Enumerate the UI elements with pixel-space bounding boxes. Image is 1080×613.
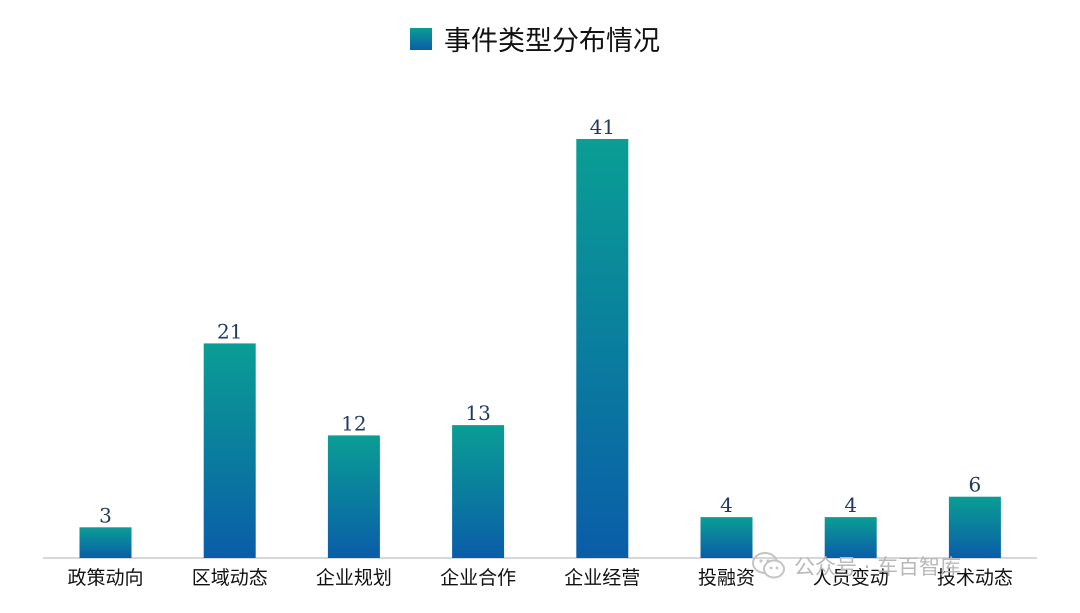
data-labels-group: 3 21 12 13 41 4 4 6 <box>99 115 981 527</box>
data-label-7: 6 <box>969 473 982 497</box>
bars-group <box>79 139 1001 558</box>
legend: 事件类型分布情况 <box>410 26 660 57</box>
watermark-text: 公众号 · 车百智库 <box>794 555 962 579</box>
x-tick-label-4: 企业经营 <box>564 567 640 589</box>
bar-3 <box>452 425 505 558</box>
x-tick-label-2: 企业规划 <box>316 567 392 589</box>
bar-6 <box>824 517 877 558</box>
data-label-0: 3 <box>99 503 112 527</box>
bar-7 <box>948 496 1001 558</box>
x-tick-labels-group: 政策动向 区域动态 企业规划 企业合作 企业经营 投融资 人员变动 技术动态 <box>67 567 1012 589</box>
x-tick-label-6: 人员变动 <box>813 567 889 589</box>
x-tick-label-0: 政策动向 <box>67 567 143 589</box>
x-tick-label-3: 企业合作 <box>440 567 516 589</box>
wechat-icon <box>752 552 785 579</box>
data-label-5: 4 <box>720 493 733 517</box>
x-tick-label-1: 区域动态 <box>192 567 268 589</box>
bar-1 <box>203 343 256 558</box>
bar-2 <box>327 435 380 558</box>
data-label-3: 13 <box>465 401 490 425</box>
data-label-6: 4 <box>844 493 857 517</box>
bar-5 <box>700 517 753 558</box>
legend-swatch <box>410 28 432 50</box>
watermark: 公众号 · 车百智库 <box>752 550 1052 582</box>
bar-4 <box>576 139 629 558</box>
x-tick-label-5: 投融资 <box>698 567 755 589</box>
bar-0 <box>79 527 132 558</box>
data-label-1: 21 <box>217 319 242 343</box>
x-tick-label-7: 技术动态 <box>937 567 1013 589</box>
data-label-4: 41 <box>590 115 615 139</box>
data-label-2: 12 <box>341 411 366 435</box>
legend-label: 事件类型分布情况 <box>444 26 660 57</box>
